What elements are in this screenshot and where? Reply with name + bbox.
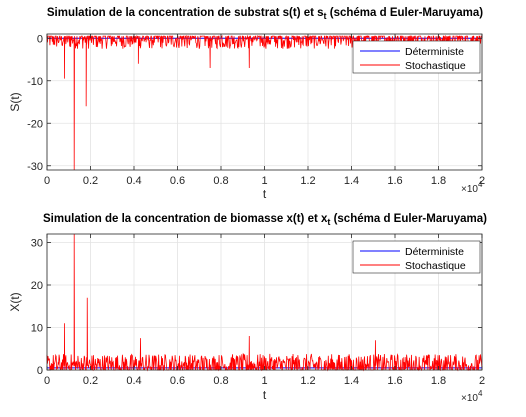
- y-tick-label: 0: [37, 33, 43, 45]
- x-tick-label: 1.2: [300, 175, 315, 187]
- y-tick-label: -20: [27, 118, 43, 130]
- x-tick-label: 0.8: [213, 375, 228, 387]
- chart-title: Simulation de la concentration de biomas…: [43, 213, 487, 227]
- x-tick-label: 0.6: [170, 375, 185, 387]
- biomass-chart: Simulation de la concentration de biomas…: [8, 213, 487, 404]
- x-tick-label: 0.2: [83, 175, 98, 187]
- x-axis-label: t: [263, 388, 267, 402]
- x-tick-label: 1.4: [344, 375, 359, 387]
- x-tick-label: 0.4: [126, 175, 141, 187]
- substrate-chart: Simulation de la concentration de substr…: [8, 7, 485, 201]
- x-tick-label: 2: [479, 375, 485, 387]
- x-tick-label: 1.2: [300, 375, 315, 387]
- x-multiplier: ×104: [461, 180, 483, 195]
- x-tick-label: 0.6: [170, 175, 185, 187]
- x-tick-label: 1.6: [387, 175, 402, 187]
- y-axis-label: S(t): [8, 92, 22, 111]
- legend-label-deterministe: Déterministe: [405, 46, 464, 58]
- legend: Déterministe Stochastique: [353, 41, 480, 73]
- x-multiplier: ×104: [461, 389, 483, 404]
- x-tick-label: 0.4: [126, 375, 141, 387]
- x-tick-label: 0: [44, 175, 50, 187]
- x-axis-label: t: [263, 187, 267, 201]
- x-tick-label: 0: [44, 375, 50, 387]
- x-tick-label: 1.8: [431, 375, 446, 387]
- chart-title: Simulation de la concentration de substr…: [47, 7, 483, 21]
- y-axis-label: X(t): [8, 292, 22, 311]
- legend-label-stochastique: Stochastique: [405, 60, 466, 72]
- y-tick-label: -30: [27, 161, 43, 173]
- x-tick-label: 0.2: [83, 375, 98, 387]
- x-tick-label: 0.8: [213, 175, 228, 187]
- y-tick-label: -10: [27, 76, 43, 88]
- legend: Déterministe Stochastique: [353, 241, 480, 273]
- x-tick-label: 1: [261, 175, 267, 187]
- y-tick-label: 0: [37, 365, 43, 377]
- y-tick-label: 20: [31, 280, 43, 292]
- y-tick-label: 10: [31, 323, 43, 335]
- x-tick-label: 1.6: [387, 375, 402, 387]
- y-tick-label: 30: [31, 238, 43, 250]
- legend-label-stochastique: Stochastique: [405, 260, 466, 272]
- x-tick-label: 1.8: [431, 175, 446, 187]
- x-tick-label: 1: [261, 375, 267, 387]
- x-tick-label: 1.4: [344, 175, 359, 187]
- legend-label-deterministe: Déterministe: [405, 246, 464, 258]
